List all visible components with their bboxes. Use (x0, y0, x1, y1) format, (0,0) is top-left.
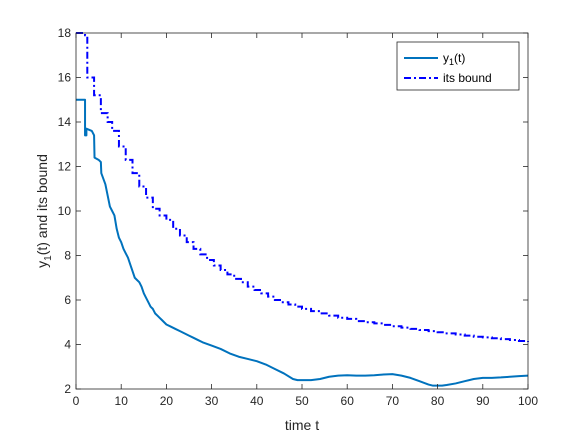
y-tick-label: 10 (58, 204, 72, 218)
series-layer (76, 32, 529, 387)
legend-label-y1-main: y (443, 51, 449, 65)
y-axis-label-subscript: 1 (43, 255, 54, 261)
y-axis-label-rest: (t) and its bound (34, 154, 50, 255)
x-tick-label: 90 (476, 394, 490, 408)
legend-label-y1: y1(t) (443, 51, 465, 67)
legend: y1(t) its bound (396, 41, 520, 91)
y-tick-label: 12 (58, 160, 72, 174)
y-tick-label: 14 (58, 115, 72, 129)
y-tick-label: 4 (64, 338, 71, 352)
tick-label-layer: 0 10 20 30 40 50 60 70 80 90 100 2 4 6 8 10 12 14 16 18 (58, 26, 539, 408)
legend-label-bound: its bound (443, 71, 492, 85)
y-tick-label: 8 (64, 249, 71, 263)
x-tick-label: 80 (431, 394, 445, 408)
x-tick-label: 0 (73, 394, 80, 408)
y-tick-label: 6 (64, 293, 71, 307)
y-tick-label: 18 (58, 26, 72, 40)
x-tick-label: 40 (250, 394, 264, 408)
axes-layer (75, 32, 529, 390)
legend-label-y1-subscript: 1 (449, 57, 454, 67)
y-axis-label-main: y (34, 261, 50, 268)
x-axis-label: time t (285, 417, 319, 433)
series-line-bound (76, 32, 529, 342)
y-tick-label: 2 (64, 382, 71, 396)
legend-box (396, 41, 520, 91)
x-tick-label: 20 (160, 394, 174, 408)
plot-area (76, 33, 528, 389)
x-tick-label: 30 (205, 394, 219, 408)
x-tick-label: 50 (295, 394, 309, 408)
legend-label-y1-rest: (t) (454, 51, 465, 65)
series-line-y1 (76, 98, 529, 387)
y-axis-label: y1(t) and its bound (34, 154, 54, 268)
x-tick-label: 100 (518, 394, 538, 408)
y-tick-label: 16 (58, 71, 72, 85)
x-tick-label: 10 (115, 394, 129, 408)
x-tick-label: 60 (341, 394, 355, 408)
x-tick-label: 70 (386, 394, 400, 408)
